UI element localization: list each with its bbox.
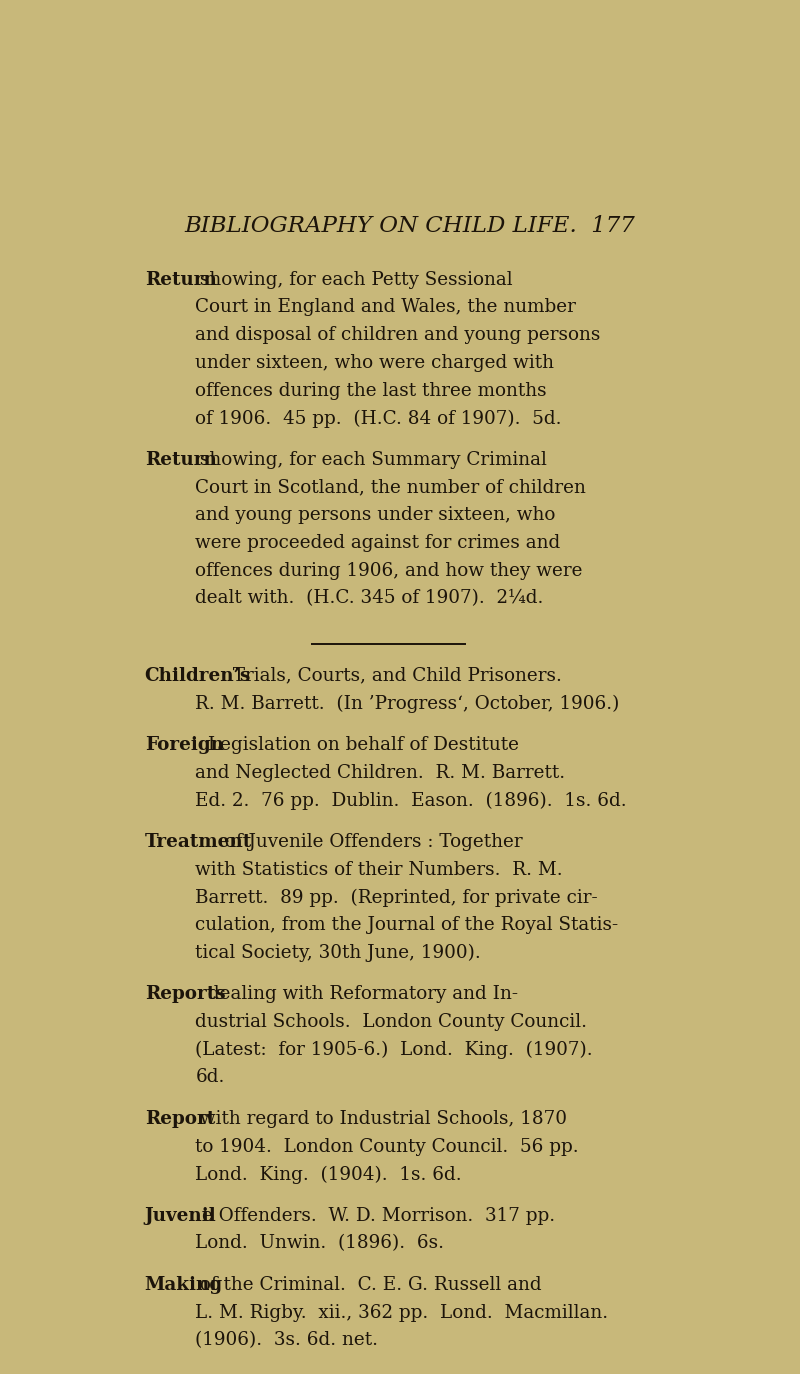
Text: offences during the last three months: offences during the last three months xyxy=(195,382,547,400)
Text: were proceeded against for crimes and: were proceeded against for crimes and xyxy=(195,534,561,552)
Text: R. M. Barrett.  (In ’Progress‘, October, 1906.): R. M. Barrett. (In ’Progress‘, October, … xyxy=(195,694,620,713)
Text: 6d.: 6d. xyxy=(195,1069,225,1087)
Text: Court in England and Wales, the number: Court in England and Wales, the number xyxy=(195,298,576,316)
Text: showing, for each Petty Sessional: showing, for each Petty Sessional xyxy=(194,271,513,289)
Text: BIBLIOGRAPHY ON CHILD LIFE.  177: BIBLIOGRAPHY ON CHILD LIFE. 177 xyxy=(185,214,635,236)
Text: Children’s: Children’s xyxy=(145,666,251,684)
Text: with Statistics of their Numbers.  R. M.: with Statistics of their Numbers. R. M. xyxy=(195,860,563,878)
Text: of 1906.  45 pp.  (H.C. 84 of 1907).  5d.: of 1906. 45 pp. (H.C. 84 of 1907). 5d. xyxy=(195,409,562,427)
Text: Trials, Courts, and Child Prisoners.: Trials, Courts, and Child Prisoners. xyxy=(227,666,562,684)
Text: (1906).  3s. 6d. net.: (1906). 3s. 6d. net. xyxy=(195,1331,378,1349)
Text: showing, for each Summary Criminal: showing, for each Summary Criminal xyxy=(194,451,547,469)
Text: Return: Return xyxy=(145,271,217,289)
Text: Return: Return xyxy=(145,451,217,469)
Text: Barrett.  89 pp.  (Reprinted, for private cir-: Barrett. 89 pp. (Reprinted, for private … xyxy=(195,889,598,907)
Text: of Juvenile Offenders : Together: of Juvenile Offenders : Together xyxy=(219,833,522,851)
Text: culation, from the Journal of the Royal Statis-: culation, from the Journal of the Royal … xyxy=(195,916,618,934)
Text: Reports: Reports xyxy=(145,985,226,1003)
Text: dustrial Schools.  London County Council.: dustrial Schools. London County Council. xyxy=(195,1013,587,1030)
Text: Treatment: Treatment xyxy=(145,833,252,851)
Text: of the Criminal.  C. E. G. Russell and: of the Criminal. C. E. G. Russell and xyxy=(194,1276,542,1294)
Text: Legislation on behalf of Destitute: Legislation on behalf of Destitute xyxy=(202,736,519,754)
Text: offences during 1906, and how they were: offences during 1906, and how they were xyxy=(195,562,583,580)
Text: under sixteen, who were charged with: under sixteen, who were charged with xyxy=(195,354,554,372)
Text: L. M. Rigby.  xii., 362 pp.  Lond.  Macmillan.: L. M. Rigby. xii., 362 pp. Lond. Macmill… xyxy=(195,1304,609,1322)
Text: Juvenil: Juvenil xyxy=(145,1206,216,1224)
Text: Foreign: Foreign xyxy=(145,736,224,754)
Text: dealt with.  (H.C. 345 of 1907).  2¼d.: dealt with. (H.C. 345 of 1907). 2¼d. xyxy=(195,589,544,607)
Text: Lond.  Unwin.  (1896).  6s.: Lond. Unwin. (1896). 6s. xyxy=(195,1234,445,1253)
Text: with regard to Industrial Schools, 1870: with regard to Industrial Schools, 1870 xyxy=(194,1110,567,1128)
Text: Court in Scotland, the number of children: Court in Scotland, the number of childre… xyxy=(195,478,586,496)
Text: Ed. 2.  76 pp.  Dublin.  Eason.  (1896).  1s. 6d.: Ed. 2. 76 pp. Dublin. Eason. (1896). 1s.… xyxy=(195,791,627,809)
Text: and disposal of children and young persons: and disposal of children and young perso… xyxy=(195,326,601,344)
Text: Making: Making xyxy=(145,1276,222,1294)
Text: to 1904.  London County Council.  56 pp.: to 1904. London County Council. 56 pp. xyxy=(195,1138,579,1156)
Text: e Offenders.  W. D. Morrison.  317 pp.: e Offenders. W. D. Morrison. 317 pp. xyxy=(202,1206,555,1224)
Text: and young persons under sixteen, who: and young persons under sixteen, who xyxy=(195,506,556,525)
Text: and Neglected Children.  R. M. Barrett.: and Neglected Children. R. M. Barrett. xyxy=(195,764,566,782)
Text: tical Society, 30th June, 1900).: tical Society, 30th June, 1900). xyxy=(195,944,482,962)
Text: dealing with Reformatory and In-: dealing with Reformatory and In- xyxy=(202,985,518,1003)
Text: (Latest:  for 1905-6.)  Lond.  King.  (1907).: (Latest: for 1905-6.) Lond. King. (1907)… xyxy=(195,1040,593,1059)
Text: Lond.  King.  (1904).  1s. 6d.: Lond. King. (1904). 1s. 6d. xyxy=(195,1165,462,1183)
Text: Report: Report xyxy=(145,1110,215,1128)
